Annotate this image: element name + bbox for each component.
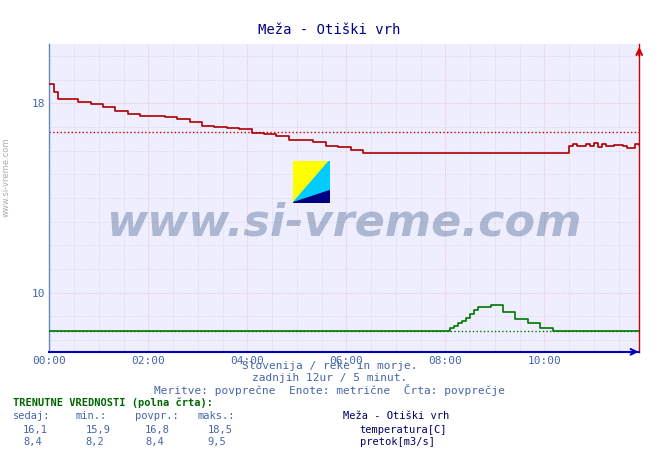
Text: pretok[m3/s]: pretok[m3/s]: [360, 437, 435, 447]
Text: www.si-vreme.com: www.si-vreme.com: [107, 201, 582, 244]
Text: 8,2: 8,2: [86, 437, 104, 447]
Text: Meža - Otiški vrh: Meža - Otiški vrh: [258, 23, 401, 37]
Text: 15,9: 15,9: [86, 425, 111, 435]
Text: Meža - Otiški vrh: Meža - Otiški vrh: [343, 411, 449, 421]
Text: www.si-vreme.com: www.si-vreme.com: [2, 137, 11, 217]
Polygon shape: [293, 191, 330, 203]
Polygon shape: [293, 161, 330, 203]
Text: 8,4: 8,4: [145, 437, 163, 447]
Text: TRENUTNE VREDNOSTI (polna črta):: TRENUTNE VREDNOSTI (polna črta):: [13, 397, 213, 408]
Polygon shape: [293, 161, 330, 203]
Text: 16,8: 16,8: [145, 425, 170, 435]
Text: Meritve: povprečne  Enote: metrične  Črta: povprečje: Meritve: povprečne Enote: metrične Črta:…: [154, 384, 505, 397]
Text: 8,4: 8,4: [23, 437, 42, 447]
Text: zadnjih 12ur / 5 minut.: zadnjih 12ur / 5 minut.: [252, 373, 407, 383]
Text: povpr.:: povpr.:: [135, 411, 179, 421]
Text: min.:: min.:: [76, 411, 107, 421]
Text: sedaj:: sedaj:: [13, 411, 51, 421]
Text: temperatura[C]: temperatura[C]: [360, 425, 447, 435]
Text: maks.:: maks.:: [198, 411, 235, 421]
Text: 18,5: 18,5: [208, 425, 233, 435]
Text: Slovenija / reke in morje.: Slovenija / reke in morje.: [242, 361, 417, 371]
Text: 16,1: 16,1: [23, 425, 48, 435]
Text: 9,5: 9,5: [208, 437, 226, 447]
